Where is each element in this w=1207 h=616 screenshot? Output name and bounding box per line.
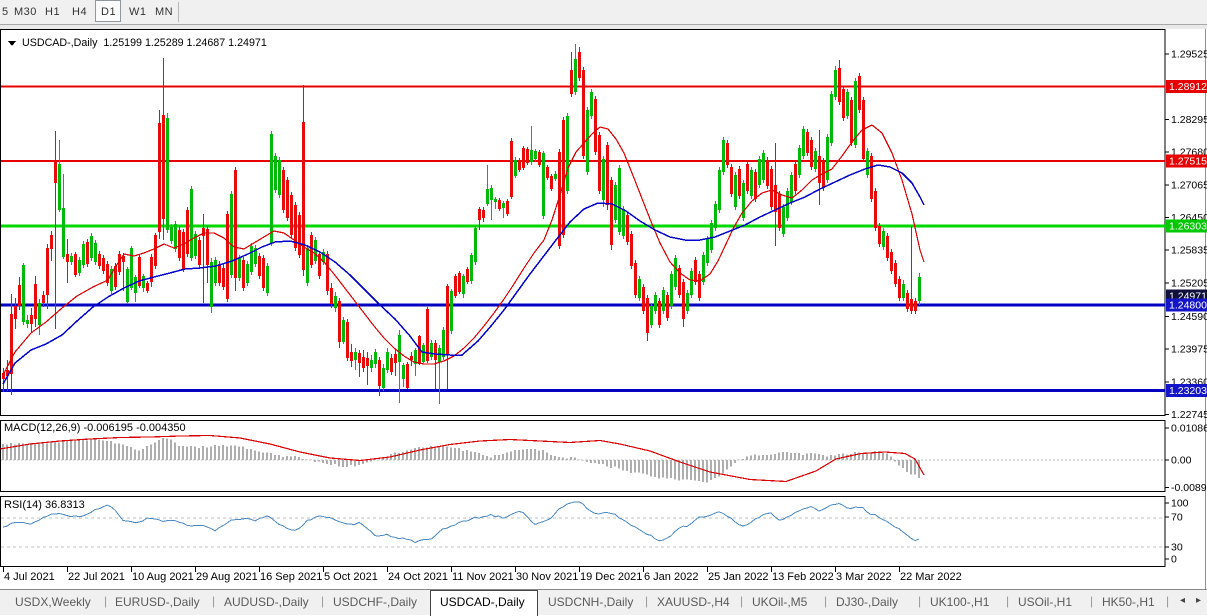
svg-text:3 Mar 2022: 3 Mar 2022 — [836, 571, 892, 583]
svg-text:0.00: 0.00 — [1171, 454, 1192, 466]
svg-text:1.24590: 1.24590 — [1171, 311, 1207, 323]
svg-text:24 Oct 2021: 24 Oct 2021 — [388, 571, 448, 583]
svg-text:70: 70 — [1171, 512, 1183, 524]
svg-text:22 Jul 2021: 22 Jul 2021 — [68, 571, 125, 583]
svg-text:1.26303: 1.26303 — [1169, 221, 1207, 233]
svg-text:10 Aug 2021: 10 Aug 2021 — [132, 571, 194, 583]
svg-text:0.010869: 0.010869 — [1171, 422, 1207, 434]
svg-text:30 Nov 2021: 30 Nov 2021 — [516, 571, 578, 583]
svg-text:22 Mar 2022: 22 Mar 2022 — [900, 571, 962, 583]
svg-text:RSI(14) 36.8313: RSI(14) 36.8313 — [4, 499, 85, 511]
svg-text:13 Feb 2022: 13 Feb 2022 — [772, 571, 834, 583]
svg-text:1.23203: 1.23203 — [1169, 385, 1207, 397]
svg-text:5 Oct 2021: 5 Oct 2021 — [324, 571, 378, 583]
svg-text:6 Jan 2022: 6 Jan 2022 — [644, 571, 698, 583]
svg-text:1.25835: 1.25835 — [1171, 245, 1207, 257]
svg-text:25 Jan 2022: 25 Jan 2022 — [708, 571, 769, 583]
svg-text:MACD(12,26,9) -0.006195 -0.004: MACD(12,26,9) -0.006195 -0.004350 — [4, 422, 186, 434]
svg-text:30: 30 — [1171, 542, 1183, 554]
svg-text:1.24800: 1.24800 — [1169, 300, 1207, 312]
svg-text:19 Dec 2021: 19 Dec 2021 — [580, 571, 642, 583]
svg-text:29 Aug 2021: 29 Aug 2021 — [196, 571, 258, 583]
svg-text:11 Nov 2021: 11 Nov 2021 — [452, 571, 514, 583]
svg-text:16 Sep 2021: 16 Sep 2021 — [260, 571, 322, 583]
svg-text:1.25205: 1.25205 — [1171, 278, 1207, 290]
svg-text:100: 100 — [1171, 498, 1189, 510]
svg-text:1.27065: 1.27065 — [1171, 179, 1207, 191]
svg-text:4 Jul 2021: 4 Jul 2021 — [4, 571, 55, 583]
svg-text:0: 0 — [1171, 554, 1177, 566]
svg-text:-0.008974: -0.008974 — [1171, 482, 1207, 494]
svg-text:1.22745: 1.22745 — [1171, 409, 1207, 421]
svg-text:USDCAD-,Daily 1.25199 1.25289: USDCAD-,Daily 1.25199 1.25289 1.24687 1.… — [22, 37, 267, 49]
svg-text:1.27515: 1.27515 — [1169, 156, 1207, 168]
svg-text:1.28912: 1.28912 — [1169, 81, 1207, 93]
svg-text:1.29525: 1.29525 — [1171, 49, 1207, 61]
svg-text:1.28295: 1.28295 — [1171, 114, 1207, 126]
svg-text:1.23975: 1.23975 — [1171, 344, 1207, 356]
